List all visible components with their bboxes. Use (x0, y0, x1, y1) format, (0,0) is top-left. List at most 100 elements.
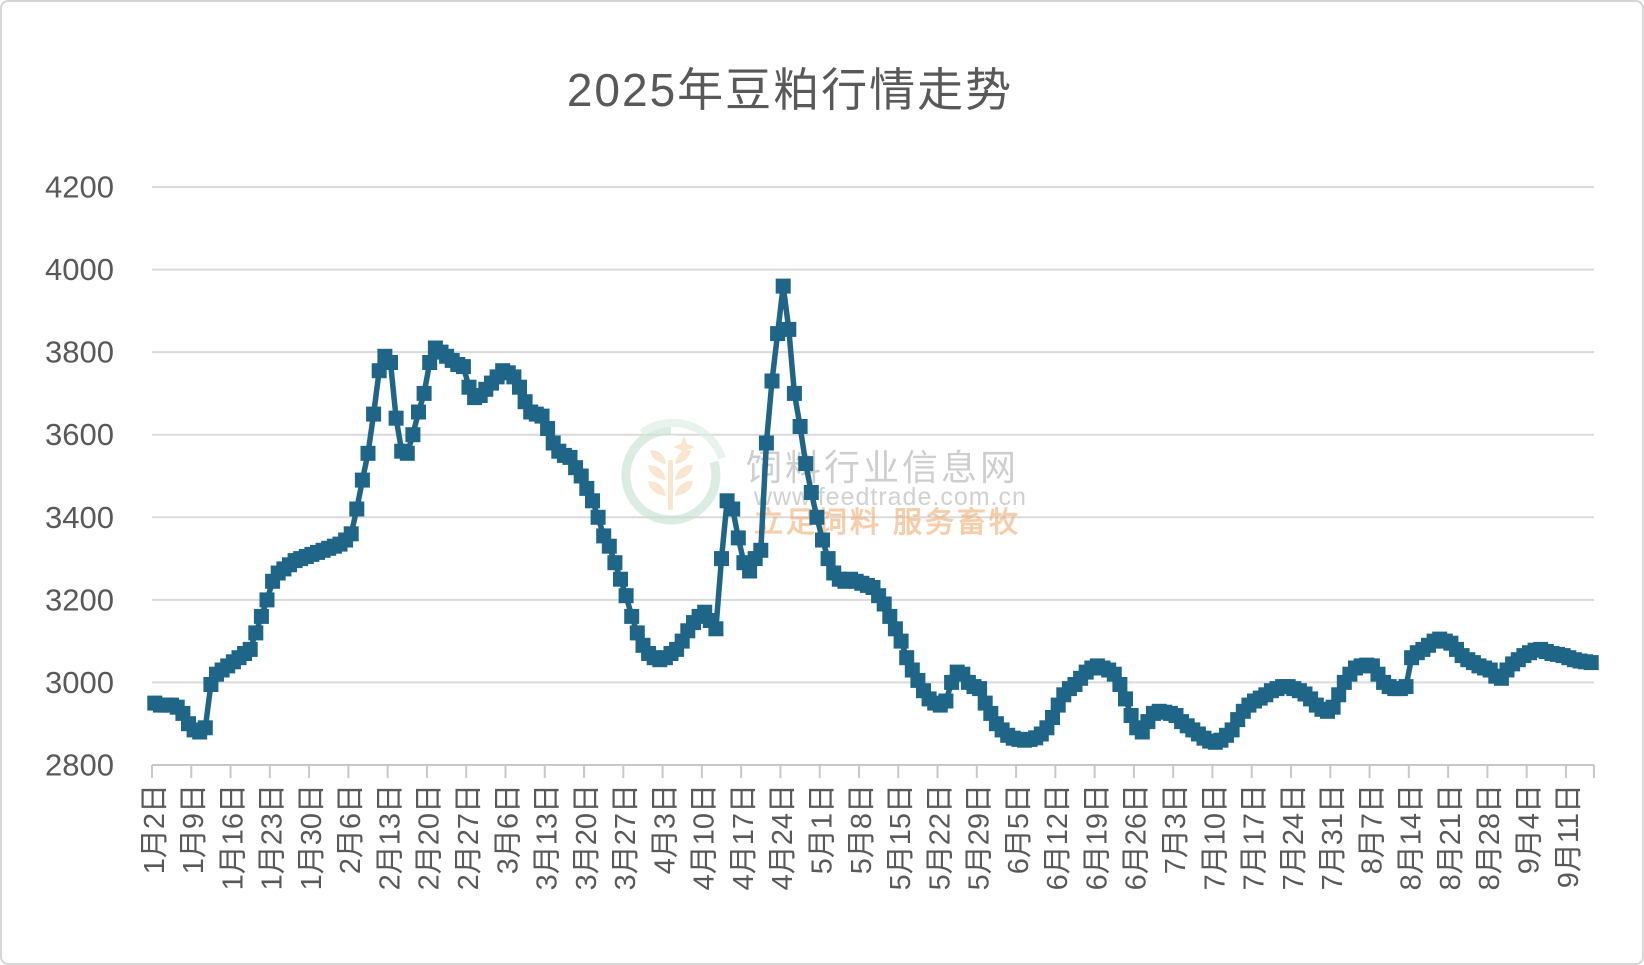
watermark-site-name: 饲料行业信息网 (746, 447, 1019, 488)
data-point-marker (758, 435, 774, 451)
x-axis-label: 2月27日 (453, 784, 485, 890)
watermark-slogan: 立足饲料 服务畜牧 (754, 505, 1021, 539)
data-point-marker (786, 385, 802, 401)
x-axis-label: 7月3日 (1160, 784, 1192, 874)
y-axis-label: 3400 (45, 500, 114, 535)
data-point-marker (1118, 691, 1133, 707)
data-point-marker (899, 650, 915, 666)
data-point-marker (1112, 677, 1128, 692)
x-axis-label: 5月29日 (964, 784, 996, 890)
x-axis-label: 2月20日 (414, 784, 446, 890)
chart-title: 2025年豆粕行情走势 (566, 64, 1014, 116)
data-point-marker (354, 472, 370, 488)
x-axis-label: 5月8日 (846, 784, 878, 874)
x-axis-label: 7月24日 (1278, 784, 1310, 890)
data-point-marker (882, 608, 898, 624)
x-axis-label: 8月14日 (1396, 784, 1428, 890)
data-point-marker (809, 509, 825, 525)
watermark-url: www.feedtrade.com.cn (753, 483, 1027, 511)
data-point-marker (371, 363, 387, 379)
data-point-marker (1325, 699, 1341, 715)
data-point-marker (540, 421, 556, 436)
data-point-marker (820, 551, 836, 567)
data-point-marker (416, 385, 432, 401)
x-axis-label: 2月6日 (335, 784, 367, 874)
data-point-marker (1583, 655, 1599, 671)
data-point-marker (388, 410, 404, 426)
data-point-marker (343, 526, 359, 542)
x-axis-label: 8月7日 (1356, 784, 1388, 874)
data-point-marker (753, 542, 769, 558)
x-axis-label: 7月31日 (1317, 784, 1349, 890)
data-point-marker (590, 509, 606, 525)
watermark: 饲料行业信息网 www.feedtrade.com.cn 立足饲料 服务畜牧 (621, 418, 1027, 539)
data-point-marker (1123, 708, 1139, 723)
x-axis-label: 6月12日 (1042, 784, 1074, 890)
data-point-marker (764, 373, 780, 389)
data-point-marker (618, 588, 634, 604)
data-point-marker (887, 621, 903, 637)
data-point-marker (512, 379, 527, 395)
x-axis-label: 8月21日 (1435, 784, 1467, 890)
data-point-marker (248, 625, 264, 641)
data-point-marker (876, 596, 892, 612)
x-axis-label: 7月17日 (1239, 784, 1271, 890)
x-axis-label: 4月3日 (649, 784, 681, 874)
data-point-marker (781, 321, 797, 337)
data-point-marker (714, 551, 729, 567)
data-point-marker (399, 445, 415, 461)
data-point-marker (1045, 710, 1060, 725)
data-point-marker (242, 641, 258, 657)
data-point-marker (197, 720, 213, 736)
data-point-marker (629, 625, 645, 641)
x-axis-label: 8月28日 (1474, 784, 1506, 890)
data-point-marker (253, 608, 269, 624)
x-axis-label: 7月10日 (1199, 784, 1231, 890)
data-point-marker (383, 355, 398, 370)
data-point-marker (366, 406, 382, 422)
data-point-marker (534, 408, 550, 424)
data-point-marker (792, 419, 808, 434)
data-point-marker (1398, 679, 1414, 695)
x-axis-label: 1月30日 (296, 784, 328, 890)
x-axis-label: 3月6日 (492, 784, 524, 874)
data-point-marker (938, 693, 954, 709)
y-axis-label: 3600 (45, 417, 114, 452)
x-axis-label: 1月2日 (139, 784, 171, 874)
x-axis-label: 1月16日 (217, 784, 249, 890)
x-axis-label: 6月19日 (1081, 784, 1113, 890)
x-axis-label: 9月4日 (1513, 784, 1545, 874)
data-point-marker (893, 633, 909, 649)
data-point-marker (708, 621, 724, 637)
data-point-marker (573, 468, 589, 484)
x-axis-label: 5月1日 (807, 784, 839, 874)
data-point-marker (349, 501, 365, 517)
data-point-marker (607, 555, 623, 571)
data-point-marker (579, 480, 595, 496)
data-point-marker (742, 563, 758, 579)
data-point-marker (815, 532, 830, 548)
watermark-logo (621, 418, 726, 525)
y-axis-label: 3200 (45, 582, 114, 617)
data-point-marker (422, 355, 438, 370)
x-axis-label: 6月5日 (1003, 784, 1035, 874)
data-point-marker (411, 404, 426, 420)
grid-layer: 2800 3000 3200 3400 3600 3800 4000 4200 1月2日 1月9日… (45, 170, 1595, 890)
data-point-marker (613, 571, 628, 587)
x-axis-label: 2月13日 (374, 784, 406, 890)
data-point-marker (775, 278, 791, 294)
data-point-marker (360, 445, 376, 461)
data-point-marker (730, 530, 746, 546)
x-axis-label: 3月20日 (571, 784, 603, 890)
data-point-marker (624, 608, 640, 624)
x-axis-label: 5月15日 (885, 784, 917, 890)
data-point-marker (972, 681, 988, 697)
x-axis-label: 6月26日 (1121, 784, 1153, 890)
data-point-marker (1331, 687, 1347, 703)
y-axis-label: 4200 (45, 170, 114, 205)
data-point-marker (725, 501, 741, 517)
x-axis-label: 4月17日 (728, 784, 760, 890)
y-axis-label: 3000 (45, 665, 114, 700)
